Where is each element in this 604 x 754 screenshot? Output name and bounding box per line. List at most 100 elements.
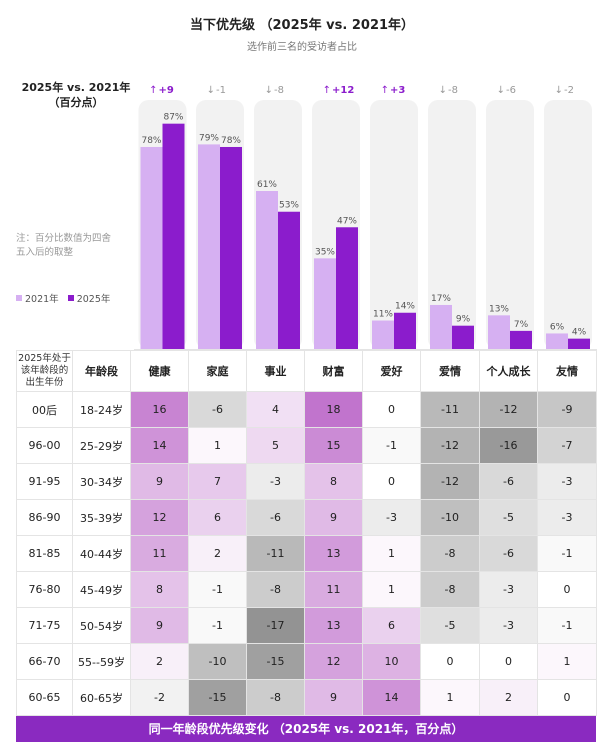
chart-compare-label-line1: 2025年 vs. 2021年 bbox=[21, 81, 131, 94]
heatmap-cell: 14 bbox=[130, 427, 189, 464]
birth-year-cell: 91-95 bbox=[16, 463, 73, 500]
bar-change-label: -6 bbox=[506, 85, 516, 96]
heatmap-cell: -6 bbox=[246, 499, 305, 536]
birth-year-header-line1: 2025年处于 bbox=[18, 353, 71, 364]
heatmap-cell: -1 bbox=[362, 427, 421, 464]
heatmap-row: 76-80 45-49岁 8 -1 -8 11 1 -8 -3 0 bbox=[16, 571, 597, 608]
chart-compare-label-line2: （百分点） bbox=[48, 96, 104, 109]
bar-2025 bbox=[394, 312, 416, 349]
heatmap-cell: 9 bbox=[130, 607, 189, 644]
bar-2025 bbox=[220, 146, 242, 349]
legend-label-2021: 2021年 bbox=[25, 294, 59, 305]
heatmap-cell: 0 bbox=[479, 643, 538, 680]
bar-2025-value-label: 47% bbox=[337, 216, 357, 226]
heatmap-row: 86-90 35-39岁 12 6 -6 9 -3 -10 -5 -3 bbox=[16, 499, 597, 536]
page-subtitle: 选作前三名的受访者占比 bbox=[247, 42, 357, 53]
bar-2025 bbox=[162, 123, 185, 349]
column-header-hobby: 爱好 bbox=[362, 350, 421, 392]
heatmap-row: 81-85 40-44岁 11 2 -11 13 1 -8 -6 -1 bbox=[16, 535, 597, 572]
heatmap-cell: -6 bbox=[479, 535, 538, 572]
heatmap-row: 96-00 25-29岁 14 1 5 15 -1 -12 -16 -7 bbox=[16, 427, 597, 464]
bar-2025 bbox=[278, 211, 300, 349]
up-arrow-icon: ↑ bbox=[381, 85, 389, 96]
heatmap-cell: 11 bbox=[304, 571, 363, 608]
bar-2025 bbox=[452, 325, 474, 349]
heatmap-cell: -10 bbox=[420, 499, 480, 536]
heatmap-cell: 9 bbox=[304, 679, 363, 716]
bar-change-label: -1 bbox=[216, 85, 226, 96]
birth-year-cell: 60-65 bbox=[16, 679, 73, 716]
heatmap-cell: 7 bbox=[188, 463, 247, 500]
chart-compare-label: 2025年 vs. 2021年 （百分点） bbox=[20, 80, 132, 110]
column-header-health: 健康 bbox=[130, 350, 189, 392]
heatmap-cell: -1 bbox=[188, 607, 247, 644]
heatmap-cell: 13 bbox=[304, 535, 363, 572]
heatmap-cell: 0 bbox=[362, 391, 421, 428]
rounding-note-line2: 五入后的取整 bbox=[16, 247, 74, 258]
heatmap-cell: 14 bbox=[362, 679, 421, 716]
bar-2021-value-label: 35% bbox=[315, 247, 335, 257]
down-arrow-icon: ↓ bbox=[555, 85, 563, 96]
heatmap-cell: -3 bbox=[537, 499, 597, 536]
bar-change-label: +3 bbox=[390, 85, 405, 96]
birth-year-cell: 71-75 bbox=[16, 607, 73, 644]
rounding-note-line1: 注：百分比数值为四舍 bbox=[16, 233, 112, 244]
bar-2025 bbox=[568, 338, 590, 349]
heatmap-row: 00后 18-24岁 16 -6 4 18 0 -11 -12 -9 bbox=[16, 391, 597, 428]
bar-change-label: -8 bbox=[448, 85, 458, 96]
heatmap-cell: 9 bbox=[130, 463, 189, 500]
heatmap-cell: -12 bbox=[420, 427, 480, 464]
heatmap-row: 71-75 50-54岁 9 -1 -17 13 6 -5 -3 -1 bbox=[16, 607, 597, 644]
heatmap-cell: 4 bbox=[246, 391, 305, 428]
bar-2021 bbox=[488, 315, 510, 349]
heatmap-cell: -1 bbox=[188, 571, 247, 608]
chart-legend: 2021年 2025年 bbox=[16, 291, 116, 305]
age-group-cell: 30-34岁 bbox=[72, 463, 131, 500]
age-group-cell: 18-24岁 bbox=[72, 391, 131, 428]
heatmap-cell: -10 bbox=[188, 643, 247, 680]
bar-2025-value-label: 53% bbox=[279, 201, 299, 211]
legend-item-2025: 2025年 bbox=[67, 294, 111, 305]
heatmap-cell: -1 bbox=[537, 607, 597, 644]
heatmap-cell: 6 bbox=[362, 607, 421, 644]
heatmap-cell: 16 bbox=[130, 391, 189, 428]
column-header-family: 家庭 bbox=[188, 350, 247, 392]
bar-2021 bbox=[372, 320, 394, 349]
heatmap-cell: -11 bbox=[420, 391, 480, 428]
heatmap-cell: -11 bbox=[246, 535, 305, 572]
heatmap-cell: 9 bbox=[304, 499, 363, 536]
bar-change-label: -8 bbox=[274, 85, 284, 96]
down-arrow-icon: ↓ bbox=[265, 85, 273, 96]
heatmap-cell: 2 bbox=[130, 643, 189, 680]
heatmap-cell: -8 bbox=[246, 571, 305, 608]
column-header-career: 事业 bbox=[246, 350, 305, 392]
age-group-cell: 50-54岁 bbox=[72, 607, 131, 644]
birth-year-cell: 96-00 bbox=[16, 427, 73, 464]
heatmap-cell: 0 bbox=[537, 679, 597, 716]
heatmap-cell: 10 bbox=[362, 643, 421, 680]
bar-column-bg bbox=[486, 100, 534, 349]
legend-label-2025: 2025年 bbox=[76, 294, 111, 305]
heatmap-cell: -2 bbox=[130, 679, 189, 716]
birth-year-cell: 76-80 bbox=[16, 571, 73, 608]
heatmap-cell: 1 bbox=[420, 679, 480, 716]
heatmap-row: 66-70 55--59岁 2 -10 -15 12 10 0 0 1 bbox=[16, 643, 597, 680]
bar-2025-value-label: 14% bbox=[395, 302, 415, 312]
heatmap-cell: 2 bbox=[188, 535, 247, 572]
bar-2025 bbox=[336, 227, 358, 349]
heatmap-cell: 5 bbox=[246, 427, 305, 464]
birth-year-cell: 66-70 bbox=[16, 643, 73, 680]
bar-2021 bbox=[140, 146, 163, 349]
down-arrow-icon: ↓ bbox=[497, 85, 505, 96]
heatmap-row: 60-65 60-65岁 -2 -15 -8 9 14 1 2 0 bbox=[16, 679, 597, 716]
heatmap-header-row: 2025年处于 该年龄段的 出生年份 年龄段 健康 家庭 事业 财富 爱好 爱情… bbox=[16, 350, 597, 392]
bar-change-label: +9 bbox=[159, 85, 174, 96]
up-arrow-icon: ↑ bbox=[323, 85, 331, 96]
heatmap-cell: -8 bbox=[420, 535, 480, 572]
heatmap-cell: -1 bbox=[537, 535, 597, 572]
bar-2021 bbox=[430, 304, 452, 349]
heatmap-cell: -7 bbox=[537, 427, 597, 464]
bar-2025-value-label: 4% bbox=[572, 328, 587, 338]
birth-year-cell: 00后 bbox=[16, 391, 73, 428]
